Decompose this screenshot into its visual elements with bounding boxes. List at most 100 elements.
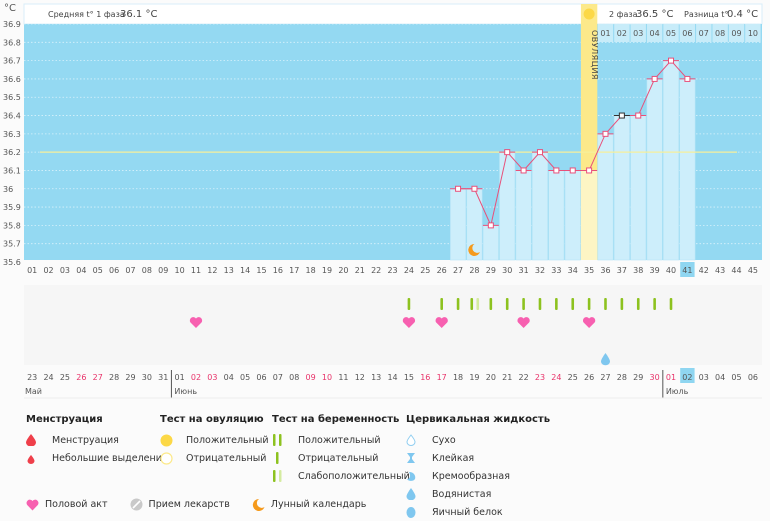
calendar-date-label: 14 <box>387 373 397 382</box>
calendar-date-label: 30 <box>142 373 152 382</box>
heart-icon <box>402 317 416 328</box>
y-tick-label: 36.7 <box>3 57 21 66</box>
next-cycle-day-label: 02 <box>617 29 627 38</box>
x-tick-label: 29 <box>486 266 496 275</box>
bbt-chart: °C Средняя t° 1 фаза 36.1 °C 2 фаза 36.5… <box>3 3 763 399</box>
watery-drop-icon <box>406 488 416 500</box>
legend-label: Прием лекарств <box>148 499 230 510</box>
next-cycle-day-label: 09 <box>731 29 741 38</box>
temperature-point <box>668 57 675 64</box>
calendar-date-label: 29 <box>125 373 135 382</box>
calendar-date-label: 20 <box>486 373 496 382</box>
egg-white-icon <box>406 507 416 518</box>
phase1-label: Средняя t° 1 фаза <box>48 10 125 19</box>
y-unit-label: °C <box>4 3 16 14</box>
legend-label: Клейкая <box>432 452 475 464</box>
x-tick-label: 16 <box>273 266 283 275</box>
calendar-date-label: 08 <box>289 373 299 382</box>
y-tick-label: 35.9 <box>3 203 21 212</box>
legend-label: Водянистая <box>432 488 492 500</box>
legend-label: Отрицательный <box>186 452 267 464</box>
temperature-point <box>586 167 593 174</box>
next-cycle-cell <box>712 24 728 42</box>
legend-item: Кремообразная <box>406 467 550 485</box>
x-tick-label: 07 <box>125 266 135 275</box>
temperature-point <box>504 149 511 156</box>
y-tick-label: 36.5 <box>3 93 21 102</box>
next-cycle-cell <box>679 24 696 42</box>
phase2-value: 36.5 °C <box>636 9 673 20</box>
temperature-bar <box>548 170 565 261</box>
temperature-point <box>455 185 462 192</box>
x-tick-label: 44 <box>731 266 741 275</box>
x-tick-label: 19 <box>322 266 332 275</box>
diff-value: 0.4 °C <box>727 9 758 20</box>
legend-item: Половой акт <box>26 499 108 511</box>
pill-icon <box>130 498 143 511</box>
legend-label: Кремообразная <box>432 470 510 482</box>
pregnancy-test-mark <box>669 298 673 310</box>
legend-item: Положительный <box>160 431 269 449</box>
legend-label: Половой акт <box>45 499 108 510</box>
temperature-bar <box>482 225 499 261</box>
temperature-point <box>684 75 691 82</box>
legend-menstruation: Менструация Менструация Небольшие выделе… <box>26 414 168 467</box>
calendar-date-label: 07 <box>273 373 283 382</box>
today-highlight <box>680 368 695 383</box>
next-cycle-day-label: 03 <box>633 29 643 38</box>
next-cycle-day-label: 10 <box>748 29 758 38</box>
next-cycle-cell <box>630 24 646 42</box>
moon-icon <box>468 243 480 256</box>
calendar-date-label: 24 <box>43 373 53 382</box>
x-tick-label: 28 <box>469 266 479 275</box>
next-cycle-day-label: 06 <box>682 29 692 38</box>
calendar-date-label: 02 <box>191 373 201 382</box>
calendar-date-label: 31 <box>158 373 168 382</box>
temperature-point <box>618 112 625 119</box>
x-tick-label: 34 <box>568 266 578 275</box>
y-tick-label: 35.6 <box>3 258 21 267</box>
x-tick-label: 10 <box>175 266 185 275</box>
x-tick-label: 05 <box>93 266 103 275</box>
legend-item: Небольшие выделения <box>26 449 168 467</box>
calendar-date-label: 06 <box>256 373 266 382</box>
next-cycle-day-label: 08 <box>715 29 725 38</box>
dry-drop-icon <box>406 434 416 446</box>
next-cycle-day-label: 04 <box>650 29 660 38</box>
pregnancy-test-mark <box>522 298 525 310</box>
legend-pregnancy-test: Тест на беременность Положительный Отриц… <box>272 414 410 485</box>
small-drop-icon <box>27 455 35 464</box>
y-tick-label: 36.6 <box>3 75 21 84</box>
calendar-date-label: 12 <box>355 373 365 382</box>
x-tick-label: 40 <box>666 266 676 275</box>
month-label: Июнь <box>174 387 197 396</box>
calendar-date-label: 19 <box>469 373 479 382</box>
legend-item: Лунный календарь <box>252 498 366 511</box>
filled-circle-icon <box>160 434 173 446</box>
pregnancy-test-mark <box>470 298 474 310</box>
temperature-point <box>471 185 478 192</box>
x-tick-label: 01 <box>27 266 37 275</box>
x-tick-label: 36 <box>600 266 610 275</box>
y-tick-label: 35.8 <box>3 221 21 230</box>
pregnancy-test-mark <box>440 298 443 310</box>
temperature-bar <box>515 170 532 261</box>
current-day-highlight <box>680 262 695 277</box>
temperature-bar <box>646 78 663 261</box>
heart-icon <box>517 317 530 328</box>
x-tick-label: 14 <box>240 266 250 275</box>
calendar-date-label: 04 <box>224 373 234 382</box>
pregnancy-test-mark <box>620 298 624 310</box>
next-cycle-cell <box>745 24 761 42</box>
x-tick-label: 33 <box>551 266 561 275</box>
temperature-bar <box>613 115 630 261</box>
legend-item: Сухо <box>406 431 550 449</box>
temperature-point <box>602 130 609 137</box>
next-cycle-cell <box>663 24 679 42</box>
x-tick-label: 21 <box>355 266 365 275</box>
pregnancy-test-mark <box>571 298 575 310</box>
calendar-date-label: 22 <box>518 373 528 382</box>
calendar-date-label: 29 <box>633 373 643 382</box>
legend-item: Менструация <box>26 431 168 449</box>
calendar-date-label: 16 <box>420 373 430 382</box>
